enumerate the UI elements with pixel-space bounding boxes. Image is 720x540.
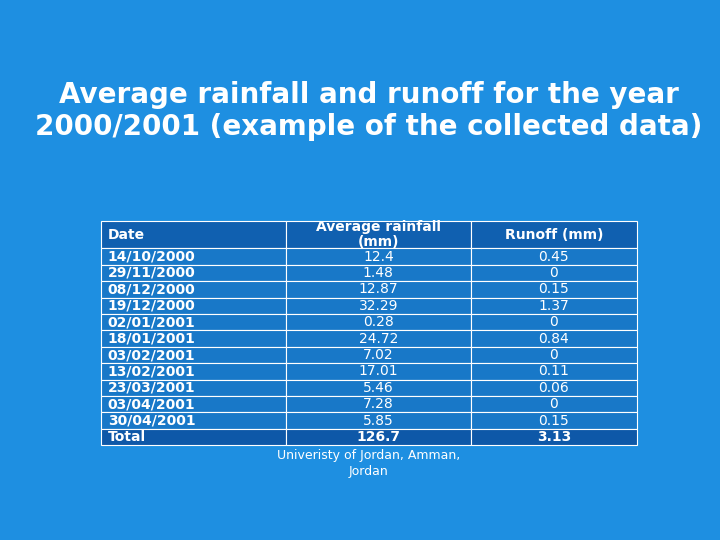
Bar (471, 265, 636, 281)
Text: 0.45: 0.45 (539, 249, 569, 264)
Text: Total: Total (108, 430, 146, 444)
Text: 5.46: 5.46 (363, 381, 394, 395)
Text: 7.28: 7.28 (363, 397, 394, 411)
Text: Date: Date (108, 227, 145, 241)
Bar (101, 221, 286, 248)
Bar (101, 314, 286, 330)
Bar (286, 413, 471, 429)
Text: 12.4: 12.4 (363, 249, 394, 264)
Bar (286, 265, 471, 281)
Text: 7.02: 7.02 (363, 348, 394, 362)
Bar (471, 396, 636, 413)
Bar (471, 298, 636, 314)
Bar (471, 347, 636, 363)
Text: 03/04/2001: 03/04/2001 (108, 397, 196, 411)
Bar (471, 330, 636, 347)
Bar (101, 281, 286, 298)
Bar (101, 330, 286, 347)
Bar (471, 248, 636, 265)
Text: 29/11/2000: 29/11/2000 (108, 266, 196, 280)
Bar (101, 396, 286, 413)
Text: 1.48: 1.48 (363, 266, 394, 280)
Text: 5.85: 5.85 (363, 414, 394, 428)
Text: Average rainfall
(mm): Average rainfall (mm) (316, 220, 441, 249)
Bar (286, 330, 471, 347)
Bar (101, 347, 286, 363)
Bar (286, 396, 471, 413)
Bar (101, 298, 286, 314)
Text: 17.01: 17.01 (359, 364, 398, 379)
Bar (471, 429, 636, 446)
Text: 0.84: 0.84 (539, 332, 570, 346)
Text: 0: 0 (549, 397, 558, 411)
Text: 0: 0 (549, 315, 558, 329)
Text: 0: 0 (549, 266, 558, 280)
Bar (471, 281, 636, 298)
Bar (101, 265, 286, 281)
Bar (101, 380, 286, 396)
Bar (286, 380, 471, 396)
Text: 0.11: 0.11 (539, 364, 570, 379)
Text: 13/02/2001: 13/02/2001 (108, 364, 196, 379)
Bar (286, 314, 471, 330)
Bar (286, 221, 471, 248)
Text: 03/02/2001: 03/02/2001 (108, 348, 196, 362)
Bar (101, 429, 286, 446)
Text: 14/10/2000: 14/10/2000 (108, 249, 196, 264)
Text: 08/12/2000: 08/12/2000 (108, 282, 196, 296)
Text: 126.7: 126.7 (356, 430, 400, 444)
Bar (286, 347, 471, 363)
Text: 3.13: 3.13 (536, 430, 571, 444)
Bar (471, 221, 636, 248)
Text: 19/12/2000: 19/12/2000 (108, 299, 196, 313)
Text: Runoff (mm): Runoff (mm) (505, 227, 603, 241)
Bar (101, 413, 286, 429)
Bar (286, 429, 471, 446)
Bar (286, 363, 471, 380)
Text: 32.29: 32.29 (359, 299, 398, 313)
Text: 0.28: 0.28 (363, 315, 394, 329)
Bar (286, 298, 471, 314)
Text: 1.37: 1.37 (539, 299, 570, 313)
Text: 02/01/2001: 02/01/2001 (108, 315, 196, 329)
Bar (101, 363, 286, 380)
Text: 0.06: 0.06 (539, 381, 570, 395)
Bar (471, 314, 636, 330)
Bar (101, 248, 286, 265)
Bar (471, 413, 636, 429)
Bar (471, 380, 636, 396)
Bar (286, 248, 471, 265)
Text: 23/03/2001: 23/03/2001 (108, 381, 196, 395)
Text: Average rainfall and runoff for the year
2000/2001 (example of the collected dat: Average rainfall and runoff for the year… (35, 82, 703, 141)
Text: 12.87: 12.87 (359, 282, 398, 296)
Text: 24.72: 24.72 (359, 332, 398, 346)
Text: 0: 0 (549, 348, 558, 362)
Text: Univeristy of Jordan, Amman,
Jordan: Univeristy of Jordan, Amman, Jordan (277, 449, 461, 478)
Text: 30/04/2001: 30/04/2001 (108, 414, 196, 428)
Text: 0.15: 0.15 (539, 414, 570, 428)
Text: 18/01/2001: 18/01/2001 (108, 332, 196, 346)
Text: 0.15: 0.15 (539, 282, 570, 296)
Bar (471, 363, 636, 380)
Bar (286, 281, 471, 298)
